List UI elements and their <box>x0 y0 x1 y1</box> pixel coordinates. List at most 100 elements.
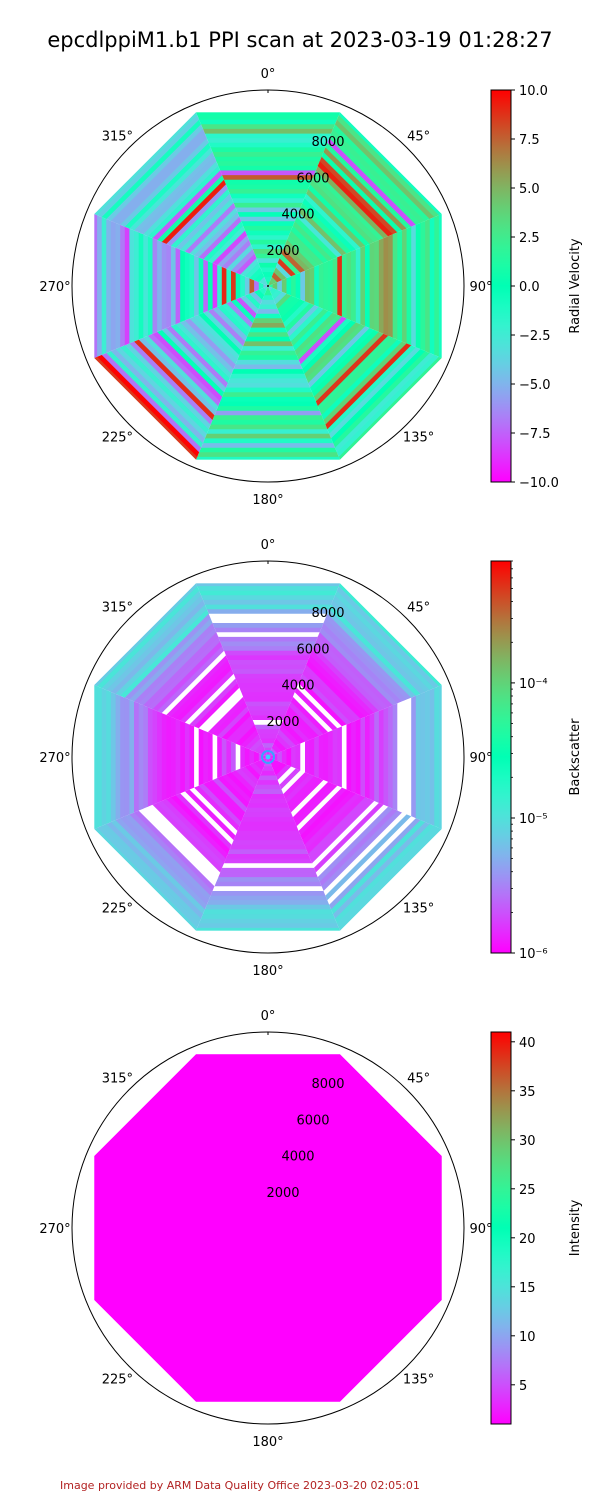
range-gate <box>128 228 134 344</box>
range-gate <box>242 225 294 231</box>
range-gate <box>244 262 261 279</box>
range-gate <box>156 174 224 242</box>
range-gate <box>214 156 322 162</box>
colorbar-label: Radial Velocity <box>568 238 583 334</box>
range-gate <box>258 287 267 296</box>
range-gate <box>338 827 442 931</box>
range-gate <box>392 703 398 811</box>
range-gate <box>254 784 282 790</box>
range-gate <box>279 297 301 319</box>
range-gate <box>312 330 380 398</box>
range-gate <box>225 301 253 329</box>
range-gate <box>161 328 226 393</box>
range-gate <box>369 241 375 331</box>
range-gate <box>175 247 181 325</box>
range-gate <box>250 243 286 249</box>
range-gate <box>314 264 320 308</box>
range-gate <box>328 730 334 784</box>
range-gate <box>230 770 255 795</box>
range-gate <box>304 793 361 850</box>
sector-180 <box>196 757 340 931</box>
range-gate <box>204 133 332 139</box>
range-gate <box>406 226 412 346</box>
theta-tick-label: 225° <box>102 1373 133 1388</box>
range-gate <box>219 170 317 176</box>
range-gate <box>225 739 231 775</box>
range-gate <box>262 271 274 277</box>
range-gate <box>96 585 200 689</box>
range-gate <box>273 267 287 281</box>
sector-135 <box>268 286 442 460</box>
range-gate <box>249 291 263 305</box>
range-gate <box>225 383 311 389</box>
range-gate <box>105 594 203 692</box>
range-gate <box>298 787 348 837</box>
range-gate <box>295 743 301 771</box>
range-gate <box>219 396 317 402</box>
range-gate <box>138 627 217 706</box>
range-gate <box>200 123 336 129</box>
range-gate <box>239 257 259 277</box>
polar-data-field <box>94 583 442 931</box>
range-gate <box>337 255 343 317</box>
range-gate <box>397 701 403 813</box>
colorbar-tick-label: −7.5 <box>519 427 551 442</box>
range-gate <box>202 220 244 262</box>
sector-0 <box>196 583 340 757</box>
sector-225 <box>94 286 268 460</box>
range-gate <box>254 313 282 319</box>
range-gate <box>207 309 245 347</box>
range-gate <box>231 840 305 846</box>
range-gate <box>233 364 303 370</box>
theta-tick-label: 270° <box>39 280 70 295</box>
range-gate <box>237 826 299 832</box>
range-gate <box>291 696 329 734</box>
range-gate <box>265 757 271 763</box>
range-gate <box>235 724 257 746</box>
range-gate <box>193 255 199 317</box>
range-gate <box>227 659 309 665</box>
range-gate <box>338 583 442 687</box>
range-gate <box>152 641 223 712</box>
range-gate <box>281 719 306 744</box>
range-gate <box>318 733 324 781</box>
range-gate <box>296 314 343 361</box>
colorbar-label: Backscatter <box>568 718 583 796</box>
range-gate <box>325 814 412 901</box>
range-gate <box>271 760 283 772</box>
range-gate <box>179 720 185 794</box>
colorbar: −10.0 −7.5 −5.0 −2.5 0.0 2.5 5.0 7.5 10.0 Radial … <box>490 84 583 491</box>
range-gate <box>287 776 320 809</box>
range-gate <box>306 659 366 719</box>
range-gate <box>262 754 268 760</box>
range-gate <box>188 724 195 790</box>
range-gate <box>315 165 389 239</box>
range-gate <box>304 322 361 379</box>
range-gate <box>233 202 303 208</box>
range-gate <box>105 822 203 920</box>
range-gate <box>207 780 245 818</box>
range-gate <box>309 737 315 777</box>
range-gate <box>244 747 250 767</box>
range-gate <box>204 433 332 439</box>
range-gate <box>221 645 315 651</box>
range-gate <box>269 276 278 285</box>
range-gate <box>335 353 435 453</box>
range-gate <box>294 687 338 731</box>
range-gate <box>128 341 213 426</box>
range-gate <box>110 691 116 823</box>
range-gate <box>319 627 398 706</box>
colorbar-tick-label: 40 <box>519 1036 536 1051</box>
colorbar-tick-label: 2.5 <box>519 231 540 246</box>
range-gate <box>249 762 263 776</box>
range-gate <box>323 617 408 702</box>
range-gate <box>298 677 348 727</box>
range-gate <box>244 276 250 296</box>
range-gate <box>331 349 426 444</box>
range-gate <box>333 594 431 692</box>
range-gate <box>188 677 238 727</box>
range-gate <box>323 341 408 426</box>
colorbar-gradient <box>490 1031 512 1425</box>
range-gate <box>204 904 332 910</box>
colorbar-gradient <box>490 560 512 954</box>
